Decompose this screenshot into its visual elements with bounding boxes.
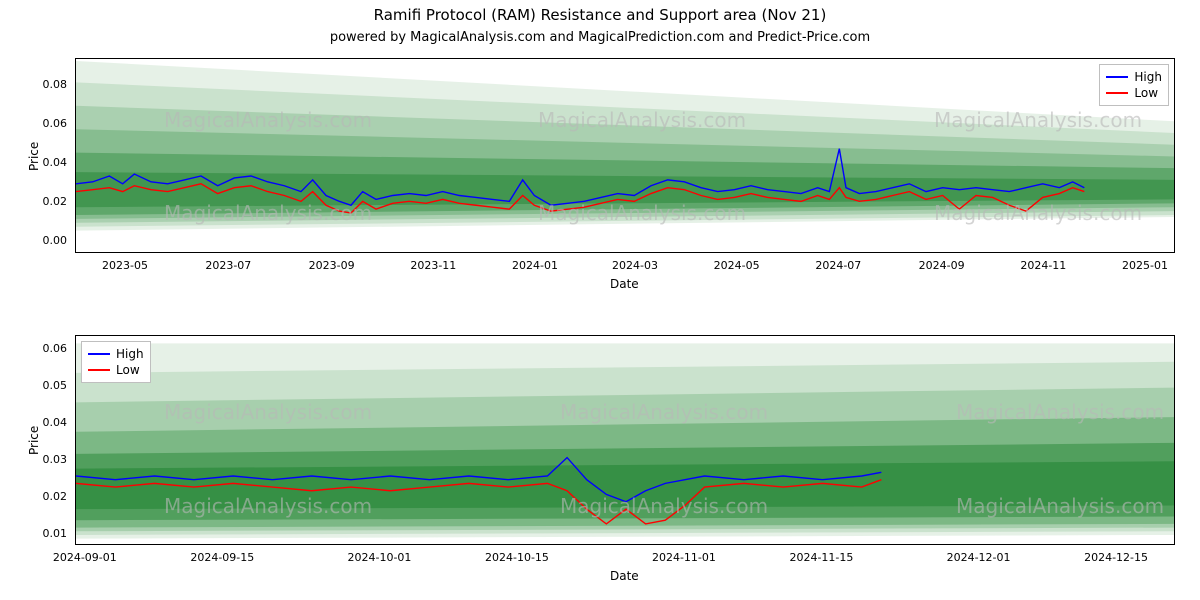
chart-subtitle: powered by MagicalAnalysis.com and Magic… — [0, 30, 1200, 45]
legend-label: High — [116, 346, 144, 362]
chart-panel-bottom: MagicalAnalysis.comMagicalAnalysis.comMa… — [75, 335, 1175, 545]
legend-label: High — [1134, 69, 1162, 85]
legend-item-low: Low — [88, 362, 144, 378]
x-tick-label: 2024-07 — [815, 259, 861, 272]
x-tick-label: 2024-01 — [512, 259, 558, 272]
legend-item-low: Low — [1106, 85, 1162, 101]
x-tick-label: 2024-12-01 — [947, 551, 1011, 564]
x-tick-label: 2024-10-01 — [347, 551, 411, 564]
x-tick-label: 2024-09-15 — [190, 551, 254, 564]
x-tick-label: 2024-09 — [919, 259, 965, 272]
legend-swatch — [1106, 92, 1128, 94]
chart-title: Ramifi Protocol (RAM) Resistance and Sup… — [0, 6, 1200, 24]
legend-item-high: High — [1106, 69, 1162, 85]
legend-swatch — [1106, 76, 1128, 78]
legend: HighLow — [1099, 64, 1169, 106]
legend-label: Low — [1134, 85, 1158, 101]
x-axis-label: Date — [610, 569, 639, 583]
x-tick-label: 2023-05 — [102, 259, 148, 272]
x-tick-label: 2024-10-15 — [485, 551, 549, 564]
legend: HighLow — [81, 341, 151, 383]
legend-swatch — [88, 353, 110, 355]
x-tick-label: 2023-11 — [410, 259, 456, 272]
legend-swatch — [88, 369, 110, 371]
x-tick-label: 2023-07 — [205, 259, 251, 272]
x-tick-label: 2023-09 — [309, 259, 355, 272]
x-tick-label: 2024-12-15 — [1084, 551, 1148, 564]
x-tick-label: 2024-05 — [714, 259, 760, 272]
legend-label: Low — [116, 362, 140, 378]
x-tick-label: 2024-11-01 — [652, 551, 716, 564]
x-tick-label: 2024-03 — [612, 259, 658, 272]
chart-panel-top: MagicalAnalysis.comMagicalAnalysis.comMa… — [75, 58, 1175, 253]
y-axis-label: Price — [27, 426, 41, 455]
x-tick-label: 2024-11-15 — [789, 551, 853, 564]
x-tick-label: 2024-09-01 — [53, 551, 117, 564]
x-axis-label: Date — [610, 277, 639, 291]
x-tick-label: 2024-11 — [1020, 259, 1066, 272]
y-axis-label: Price — [27, 141, 41, 170]
legend-item-high: High — [88, 346, 144, 362]
x-tick-label: 2025-01 — [1122, 259, 1168, 272]
